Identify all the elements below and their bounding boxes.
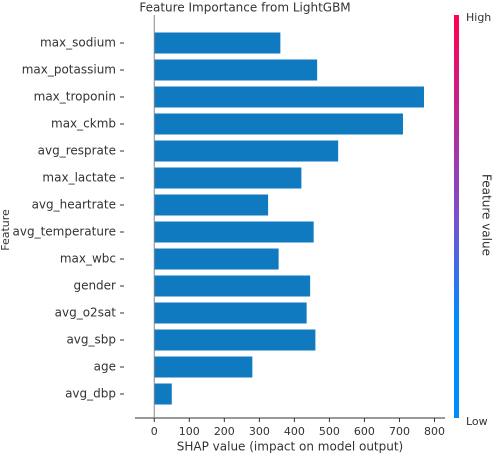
y-tick-label: age — [94, 360, 116, 374]
bar — [154, 59, 318, 81]
bar — [154, 383, 172, 405]
x-tick-label: 400 — [284, 425, 305, 438]
bar — [154, 302, 307, 324]
bar — [154, 221, 314, 243]
colorbar-low: Low — [466, 415, 488, 428]
colorbar-label: Feature value — [480, 174, 494, 256]
bar — [154, 248, 279, 270]
y-tick-label: max_potassium — [22, 63, 116, 77]
y-tick-label: avg_heartrate — [32, 198, 116, 212]
x-tick-label: 500 — [319, 425, 340, 438]
y-tick-label: max_troponin — [34, 90, 116, 104]
y-tick-label: max_wbc — [60, 252, 116, 266]
y-tick-label: avg_resprate — [38, 144, 116, 158]
y-tick-label: max_sodium — [40, 36, 116, 50]
bar — [154, 32, 281, 54]
colorbar-high: High — [466, 11, 491, 24]
x-tick-label: 800 — [424, 425, 445, 438]
bar — [154, 194, 269, 216]
y-tick-label: avg_sbp — [66, 333, 116, 347]
x-tick-label: 200 — [214, 425, 235, 438]
y-tick-label: avg_temperature — [13, 225, 117, 239]
y-tick-label: gender — [73, 279, 116, 293]
x-tick-label: 100 — [179, 425, 200, 438]
x-tick-label: 700 — [389, 425, 410, 438]
x-tick-label: 600 — [354, 425, 375, 438]
x-tick-label: 300 — [249, 425, 270, 438]
x-tick-label: 0 — [151, 425, 158, 438]
y-axis-label: Feature — [0, 209, 12, 251]
y-tick-label: max_lactate — [42, 171, 116, 185]
y-tick-label: avg_o2sat — [55, 306, 117, 320]
bar — [154, 329, 316, 351]
bar — [154, 113, 403, 135]
chart-title: Feature Importance from LightGBM — [139, 1, 350, 15]
bar — [154, 140, 339, 162]
y-tick-label: avg_dbp — [65, 387, 116, 401]
bar — [154, 356, 253, 378]
colorbar — [454, 15, 459, 418]
bar — [154, 86, 424, 108]
y-tick-label: max_ckmb — [51, 117, 116, 131]
bar — [154, 167, 302, 189]
bar — [154, 275, 311, 297]
x-axis-label: SHAP value (impact on model output) — [177, 440, 404, 454]
